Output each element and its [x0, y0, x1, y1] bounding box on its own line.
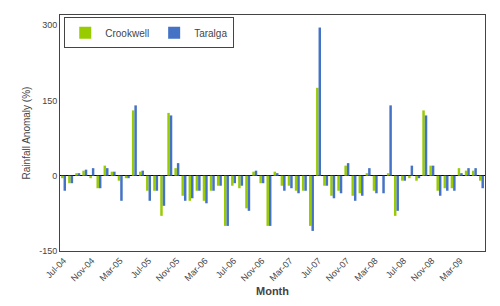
svg-text:Mar-05: Mar-05: [98, 256, 125, 283]
svg-text:150: 150: [42, 96, 57, 106]
svg-text:Jul-04: Jul-04: [44, 256, 68, 280]
svg-text:Taralga: Taralga: [194, 28, 227, 39]
svg-text:Crookwell: Crookwell: [105, 28, 149, 39]
svg-text:Jul-07: Jul-07: [299, 256, 323, 280]
svg-text:Jul-05: Jul-05: [129, 256, 153, 280]
svg-text:Mar-07: Mar-07: [268, 256, 295, 283]
svg-text:300: 300: [42, 20, 57, 30]
svg-text:Jul-08: Jul-08: [384, 256, 408, 280]
svg-text:-150: -150: [39, 246, 57, 256]
svg-text:Nov-04: Nov-04: [69, 256, 97, 284]
svg-text:Nov-07: Nov-07: [324, 256, 352, 284]
svg-text:Mar-06: Mar-06: [183, 256, 210, 283]
svg-text:Rainfall Anomaly (%): Rainfall Anomaly (%): [21, 87, 32, 180]
svg-text:Mar-09: Mar-09: [438, 256, 465, 283]
svg-text:0: 0: [52, 171, 57, 181]
svg-text:Nov-08: Nov-08: [409, 256, 437, 284]
svg-text:Nov-05: Nov-05: [154, 256, 182, 284]
svg-text:Jul-06: Jul-06: [214, 256, 238, 280]
svg-text:Month: Month: [256, 285, 289, 297]
svg-text:Mar-08: Mar-08: [353, 256, 380, 283]
svg-text:Nov-06: Nov-06: [239, 256, 267, 284]
